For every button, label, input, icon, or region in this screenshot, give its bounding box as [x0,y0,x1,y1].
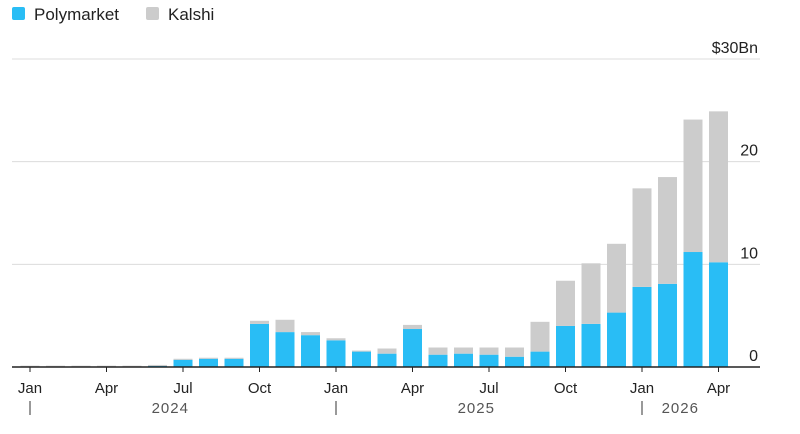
bar-kalshi-2025-11 [581,263,601,324]
year-label: 2026 [662,400,699,417]
legend: Polymarket Kalshi [12,5,214,24]
bar-polymarket-2025-02 [352,351,371,367]
bar-polymarket-2026-03 [683,252,703,367]
bar-kalshi-2025-03 [377,348,397,354]
bar-polymarket-2024-12 [301,335,320,367]
bar-kalshi-2025-10 [556,280,575,326]
bar-kalshi-2024-09 [224,357,244,359]
y-tick-label: 20 [740,143,758,160]
y-tick-label: 0 [749,348,758,365]
bar-kalshi-2025-06 [454,347,473,354]
y-axis-ticks: 0 10 20 $30Bn [712,40,758,365]
x-tick-label: Oct [248,380,272,397]
bar-polymarket-2024-08 [199,358,218,367]
legend-swatch-kalshi [146,7,159,20]
bar-polymarket-2024-09 [224,358,244,367]
bar-kalshi-2024-11 [275,319,295,333]
y-tick-label: 10 [740,245,758,262]
x-tick-label: Apr [707,380,730,397]
bar-kalshi-2026-01 [632,188,652,287]
bar-polymarket-2025-11 [581,323,601,367]
bar-kalshi-2024-12 [301,332,320,336]
bar-kalshi-2024-04 [97,365,116,367]
bar-polymarket-2026-04 [709,262,728,367]
bar-polymarket-2024-10 [250,323,269,367]
bar-polymarket-2025-10 [556,325,575,367]
bar-kalshi-2025-05 [428,347,448,355]
y-tick-label: $30Bn [712,40,758,57]
x-axis-ticks: Jan Apr Jul Oct Jan Apr Jul Oct Jan Apr [18,367,730,397]
bars [20,111,728,367]
x-tick-label: Jan [324,380,348,397]
x-tick-label: Jan [18,380,42,397]
bar-kalshi-2026-02 [658,177,677,284]
x-tick-label: Jul [173,380,192,397]
x-tick-label: Jul [479,380,498,397]
bar-polymarket-2025-01 [326,340,346,367]
year-labels: 2024 2025 2026 [29,400,699,417]
legend-swatch-polymarket [12,7,25,20]
bar-kalshi-2025-02 [352,350,371,352]
x-tick-label: Apr [401,380,424,397]
bar-kalshi-2024-03 [71,365,91,367]
bar-polymarket-2025-08 [505,356,524,367]
bar-kalshi-2025-08 [505,347,524,357]
x-tick-label: Apr [95,380,118,397]
bar-kalshi-2024-01 [20,365,40,367]
bar-polymarket-2025-12 [607,312,626,367]
bar-polymarket-2025-05 [428,354,448,367]
bar-polymarket-2024-07 [173,359,193,367]
bar-polymarket-2026-02 [658,283,677,367]
bar-kalshi-2025-12 [607,243,626,313]
bar-polymarket-2025-04 [403,329,422,367]
legend-label-polymarket: Polymarket [34,5,119,24]
year-label: 2025 [458,400,495,417]
bar-kalshi-2024-07 [173,358,193,360]
bar-polymarket-2025-09 [530,351,550,367]
bar-kalshi-2024-10 [250,320,269,324]
bar-polymarket-2025-07 [479,354,499,367]
legend-label-kalshi: Kalshi [168,5,214,24]
bar-kalshi-2025-07 [479,347,499,355]
bar-kalshi-2025-04 [403,324,422,330]
bar-kalshi-2024-08 [199,357,218,359]
bar-kalshi-2024-06 [148,364,167,366]
x-tick-label: Jan [630,380,654,397]
bar-polymarket-2026-01 [632,286,652,367]
bar-polymarket-2025-03 [377,353,397,367]
bar-kalshi-2026-04 [709,111,728,263]
bar-kalshi-2025-01 [326,338,346,341]
bar-kalshi-2026-03 [683,119,703,253]
bar-kalshi-2025-09 [530,321,550,352]
bar-kalshi-2024-05 [122,365,142,367]
bar-kalshi-2024-02 [46,365,65,367]
x-tick-label: Oct [554,380,578,397]
bar-polymarket-2024-11 [275,332,295,367]
bar-polymarket-2025-06 [454,353,473,367]
year-label: 2024 [152,400,189,417]
